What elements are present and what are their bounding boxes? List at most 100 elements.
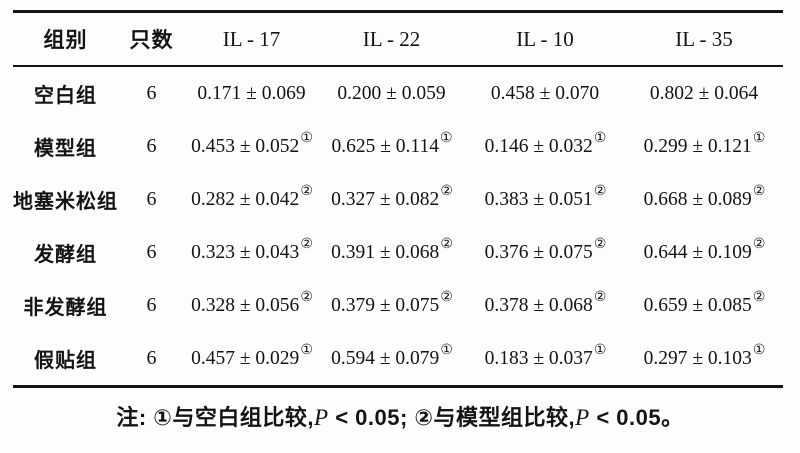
mean-sd-value: 0.644 ± 0.109: [643, 241, 752, 263]
value-cell: 0.625 ± 0.114①: [318, 120, 465, 173]
value-cell: 0.659 ± 0.085②: [625, 279, 783, 332]
value-cell: 0.297 ± 0.103①: [625, 332, 783, 387]
count-cell: 6: [146, 294, 157, 316]
significance-mark: ②: [593, 237, 607, 252]
table-row: 地塞米松组 6 0.282 ± 0.042② 0.327 ± 0.082② 0.…: [13, 173, 783, 226]
value-cell: 0.379 ± 0.075②: [318, 279, 465, 332]
value-cell: 0.668 ± 0.089②: [625, 173, 783, 226]
value-cell: 0.299 ± 0.121①: [625, 120, 783, 173]
table-row: 模型组 6 0.453 ± 0.052① 0.625 ± 0.114① 0.14…: [13, 120, 783, 173]
mean-sd-value: 0.668 ± 0.089: [643, 188, 752, 210]
results-table: 组别 只数 IL - 17 IL - 22 IL - 10 IL - 35 空白…: [13, 10, 783, 388]
mean-sd-value: 0.323 ± 0.043: [191, 241, 300, 263]
value-cell: 0.378 ± 0.068②: [465, 279, 625, 332]
count-cell: 6: [146, 188, 157, 210]
mean-sd-value: 0.183 ± 0.037: [484, 347, 593, 369]
significance-mark: ①: [752, 343, 766, 358]
significance-mark: ②: [440, 290, 453, 305]
significance-mark: ①: [439, 131, 453, 146]
mean-sd-value: 0.594 ± 0.079: [331, 347, 440, 369]
mean-sd-value: 0.146 ± 0.032: [484, 135, 593, 157]
value-cell: 0.146 ± 0.032①: [465, 120, 625, 173]
col-header-il10: IL - 10: [465, 11, 625, 67]
col-header-count: 只数: [118, 11, 185, 67]
mean-sd-value: 0.659 ± 0.085: [643, 294, 752, 316]
significance-mark: ②: [752, 290, 766, 305]
mean-sd-value: 0.376 ± 0.075: [484, 241, 593, 263]
mean-sd-value: 0.378 ± 0.068: [484, 294, 593, 316]
significance-mark: ②: [300, 184, 313, 199]
significance-mark: ②: [752, 237, 766, 252]
mean-sd-value: 0.379 ± 0.075: [331, 294, 440, 316]
value-cell: 0.376 ± 0.075②: [465, 226, 625, 279]
footnote: 注: ①与空白组比较,P < 0.05; ②与模型组比较,P < 0.05。: [0, 400, 800, 432]
count-cell: 6: [146, 82, 157, 104]
mean-sd-value: 0.171 ± 0.069: [197, 82, 306, 104]
value-cell: 0.391 ± 0.068②: [318, 226, 465, 279]
significance-mark: ①: [593, 343, 607, 358]
col-header-il22: IL - 22: [318, 11, 465, 67]
col-header-group: 组别: [13, 11, 118, 67]
col-header-il35: IL - 35: [625, 11, 783, 67]
col-header-il17: IL - 17: [185, 11, 318, 67]
mean-sd-value: 0.328 ± 0.056: [191, 294, 300, 316]
group-label: 地塞米松组: [13, 191, 118, 213]
p-value-symbol: P: [314, 405, 329, 430]
mean-sd-value: 0.458 ± 0.070: [490, 82, 600, 104]
significance-mark: ①: [440, 343, 453, 358]
value-cell: 0.171 ± 0.069: [185, 66, 318, 120]
count-cell: 6: [146, 347, 157, 369]
value-cell: 0.323 ± 0.043②: [185, 226, 318, 279]
header-row: 组别 只数 IL - 17 IL - 22 IL - 10 IL - 35: [13, 11, 783, 67]
mean-sd-value: 0.457 ± 0.029: [191, 347, 300, 369]
value-cell: 0.457 ± 0.029①: [185, 332, 318, 387]
value-cell: 0.327 ± 0.082②: [318, 173, 465, 226]
count-cell: 6: [146, 241, 157, 263]
value-cell: 0.594 ± 0.079①: [318, 332, 465, 387]
significance-mark: ①: [593, 131, 607, 146]
significance-mark: ②: [300, 290, 313, 305]
footnote-text: < 0.05; ②与模型组比较,: [328, 405, 576, 430]
mean-sd-value: 0.453 ± 0.052: [191, 135, 300, 157]
significance-mark: ②: [593, 184, 607, 199]
footnote-text: 注: ①与空白组比较,: [116, 405, 315, 430]
significance-mark: ①: [752, 131, 766, 146]
value-cell: 0.802 ± 0.064: [625, 66, 783, 120]
significance-mark: ②: [300, 237, 313, 252]
mean-sd-value: 0.327 ± 0.082: [331, 188, 440, 210]
mean-sd-value: 0.383 ± 0.051: [484, 188, 593, 210]
significance-mark: ②: [440, 184, 453, 199]
significance-mark: ②: [752, 184, 766, 199]
mean-sd-value: 0.625 ± 0.114: [331, 135, 439, 157]
p-value-symbol: P: [575, 405, 590, 430]
group-label: 空白组: [34, 85, 97, 107]
footnote-text: < 0.05。: [589, 405, 684, 430]
significance-mark: ②: [593, 290, 607, 305]
significance-mark: ②: [440, 237, 453, 252]
table-row: 发酵组 6 0.323 ± 0.043② 0.391 ± 0.068② 0.37…: [13, 226, 783, 279]
mean-sd-value: 0.282 ± 0.042: [191, 188, 300, 210]
value-cell: 0.328 ± 0.056②: [185, 279, 318, 332]
mean-sd-value: 0.391 ± 0.068: [331, 241, 440, 263]
value-cell: 0.644 ± 0.109②: [625, 226, 783, 279]
value-cell: 0.183 ± 0.037①: [465, 332, 625, 387]
mean-sd-value: 0.200 ± 0.059: [337, 82, 446, 104]
significance-mark: ①: [300, 343, 313, 358]
group-label: 非发酵组: [23, 297, 108, 319]
group-label: 假贴组: [34, 350, 97, 372]
value-cell: 0.458 ± 0.070: [465, 66, 625, 120]
mean-sd-value: 0.297 ± 0.103: [643, 347, 752, 369]
group-label: 发酵组: [34, 244, 97, 266]
table-row: 假贴组 6 0.457 ± 0.029① 0.594 ± 0.079① 0.18…: [13, 332, 783, 387]
table-row: 非发酵组 6 0.328 ± 0.056② 0.379 ± 0.075② 0.3…: [13, 279, 783, 332]
value-cell: 0.200 ± 0.059: [318, 66, 465, 120]
value-cell: 0.282 ± 0.042②: [185, 173, 318, 226]
value-cell: 0.383 ± 0.051②: [465, 173, 625, 226]
mean-sd-value: 0.802 ± 0.064: [649, 82, 759, 104]
mean-sd-value: 0.299 ± 0.121: [643, 135, 752, 157]
group-label: 模型组: [34, 138, 97, 160]
value-cell: 0.453 ± 0.052①: [185, 120, 318, 173]
table-row: 空白组 6 0.171 ± 0.069 0.200 ± 0.059 0.458 …: [13, 66, 783, 120]
count-cell: 6: [146, 135, 157, 157]
